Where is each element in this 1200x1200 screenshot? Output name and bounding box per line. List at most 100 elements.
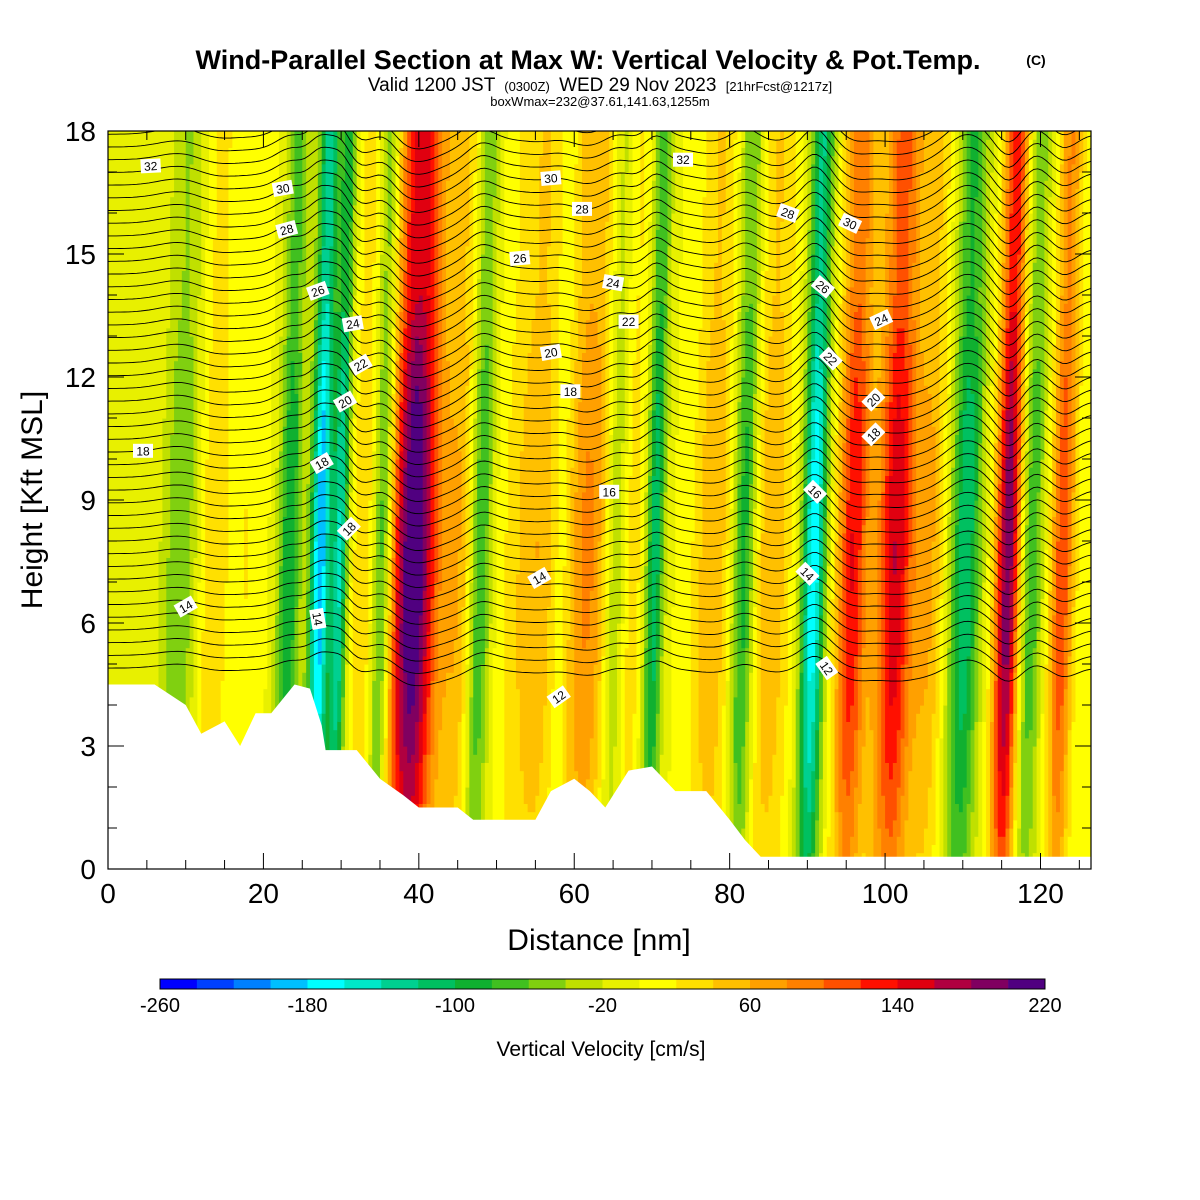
velocity-cell xyxy=(605,483,610,608)
contour-label: 16 xyxy=(803,479,828,504)
velocity-cell xyxy=(446,360,451,673)
velocity-cell xyxy=(904,819,909,869)
velocity-cell xyxy=(177,131,183,321)
velocity-cell xyxy=(966,655,972,731)
velocity-cell xyxy=(850,286,855,353)
colorbar-swatch xyxy=(750,979,788,989)
velocity-cell xyxy=(978,286,983,304)
velocity-cell xyxy=(993,828,999,869)
contour-label: 14 xyxy=(527,566,552,589)
velocity-cell xyxy=(593,311,599,665)
contour-label-text: 32 xyxy=(144,159,158,174)
velocity-cell xyxy=(791,787,797,869)
velocity-cell xyxy=(391,393,397,452)
velocity-cell xyxy=(1056,131,1061,198)
velocity-cell xyxy=(896,393,902,657)
velocity-cell xyxy=(819,368,824,485)
colorbar-title: Vertical Velocity [cm/s] xyxy=(497,1038,706,1061)
theta-contour xyxy=(108,546,1091,588)
velocity-cell xyxy=(228,131,233,148)
velocity-cell xyxy=(306,590,311,690)
contour-label-box xyxy=(818,346,843,371)
contour-label-box xyxy=(309,607,327,630)
velocity-cell xyxy=(811,131,816,165)
contour-label-box xyxy=(776,203,800,223)
velocity-cell xyxy=(189,131,195,165)
velocity-cell xyxy=(519,131,525,452)
velocity-cell xyxy=(481,254,486,370)
velocity-cell xyxy=(791,614,797,788)
y-tick-label: 9 xyxy=(80,485,96,516)
velocity-cell xyxy=(562,131,568,567)
velocity-cell xyxy=(477,459,482,739)
velocity-cell xyxy=(768,336,773,796)
velocity-cell xyxy=(974,623,979,722)
velocity-cell xyxy=(473,614,478,755)
velocity-cell xyxy=(694,418,700,869)
velocity-cell xyxy=(667,245,672,435)
velocity-cell xyxy=(597,541,603,681)
velocity-cell xyxy=(648,344,653,411)
velocity-cell xyxy=(838,811,843,869)
y-tick-label: 15 xyxy=(65,239,96,270)
velocity-cell xyxy=(904,131,909,370)
velocity-cell xyxy=(515,688,521,869)
velocity-cell xyxy=(663,131,669,296)
velocity-cell xyxy=(1009,131,1014,214)
velocity-cell xyxy=(989,131,995,173)
velocity-cell xyxy=(403,270,408,329)
velocity-cell xyxy=(958,221,964,337)
velocity-cell xyxy=(407,221,412,312)
velocity-cell xyxy=(850,770,855,837)
velocity-cell xyxy=(418,614,424,673)
velocity-cell xyxy=(1013,131,1018,312)
velocity-cell xyxy=(589,131,595,304)
contour-label: 14 xyxy=(173,595,198,618)
velocity-cell xyxy=(422,754,428,804)
velocity-cell xyxy=(955,352,960,435)
velocity-cell xyxy=(543,705,548,862)
velocity-cell xyxy=(492,647,498,869)
velocity-cell xyxy=(962,713,968,788)
velocity-cell xyxy=(531,131,536,321)
contour-label-box xyxy=(306,280,330,301)
contour-label-box xyxy=(815,655,839,681)
colorbar-tick-label: -260 xyxy=(140,995,180,1017)
velocity-cell xyxy=(414,131,420,304)
theta-contour xyxy=(108,402,1091,453)
contour-label-box xyxy=(509,250,531,266)
x-axis: 0 20 40 60 80 100 120 xyxy=(100,131,1080,909)
velocity-cell xyxy=(181,270,187,739)
velocity-cell xyxy=(947,647,952,869)
velocity-cell xyxy=(640,245,645,567)
theta-contour xyxy=(108,572,1091,613)
velocity-cell xyxy=(962,409,968,714)
velocity-cell xyxy=(842,442,847,534)
velocity-cell xyxy=(430,754,435,821)
velocity-cell xyxy=(966,729,972,804)
contour-label-box xyxy=(540,170,562,186)
velocity-cell xyxy=(473,172,478,321)
velocity-cell xyxy=(368,500,373,624)
velocity-cell xyxy=(446,672,451,837)
velocity-cell xyxy=(1079,131,1084,173)
velocity-cell xyxy=(737,401,742,485)
velocity-cell xyxy=(282,196,288,345)
velocity-cell xyxy=(869,729,875,869)
velocity-cell xyxy=(1071,606,1077,722)
velocity-cell xyxy=(197,295,202,583)
velocity-cell xyxy=(585,131,591,321)
velocity-cell xyxy=(943,131,948,411)
velocity-cell xyxy=(745,721,750,813)
velocity-cell xyxy=(885,131,890,214)
velocity-cell xyxy=(997,836,1003,869)
velocity-cell xyxy=(1009,746,1014,788)
velocity-cell xyxy=(857,803,863,869)
velocity-cell xyxy=(372,557,377,681)
velocity-cell xyxy=(993,442,999,517)
velocity-cell xyxy=(348,582,354,869)
velocity-cell xyxy=(399,508,404,624)
velocity-cell xyxy=(826,836,832,869)
velocity-cell xyxy=(589,590,595,739)
velocity-cell xyxy=(527,131,533,353)
